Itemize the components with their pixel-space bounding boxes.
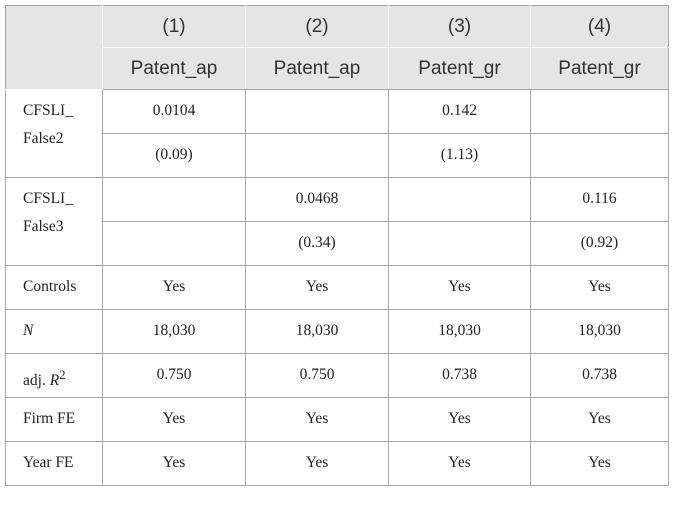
empty-cell <box>388 177 531 222</box>
table-cell: 0.142 <box>388 89 531 134</box>
row-label: CFSLI_ False3 <box>5 177 103 266</box>
regression-table: (1) (2) (3) (4) Patent_ap Patent_ap Patent_gr… <box>5 5 669 486</box>
table-cell: 0.750 <box>245 353 389 398</box>
row-label-text: Year FE <box>23 449 74 477</box>
table-cell: Yes <box>245 265 389 310</box>
table-body: CFSLI_ False2 0.0104 0.142 (0.09) (1.13) CFSL… <box>5 89 669 486</box>
table-row: CFSLI_ False3 0.0468 0.116 <box>5 177 669 266</box>
empty-cell <box>245 89 389 134</box>
table-cell: 0.750 <box>102 353 246 398</box>
column-variable: Patent_gr <box>530 47 669 90</box>
table-row: CFSLI_ False2 0.0104 0.142 <box>5 89 669 178</box>
label-text: Controls <box>23 278 77 295</box>
table-cell: Yes <box>388 441 531 486</box>
column-variable: Patent_gr <box>388 47 531 90</box>
row-label-text: CFSLI_ False3 <box>23 185 85 241</box>
empty-cell <box>388 221 531 266</box>
table-cell: Yes <box>102 441 246 486</box>
row-label-text: adj. R2 <box>23 361 66 395</box>
table-cell: 0.738 <box>530 353 669 398</box>
column-variable: Patent_ap <box>102 47 246 90</box>
table-cell: (1.13) <box>388 133 531 178</box>
table-header: (1) (2) (3) (4) Patent_ap Patent_ap Patent_gr… <box>5 5 669 90</box>
column-number: (1) <box>102 5 246 48</box>
table-row: N 18,030 18,030 18,030 18,030 <box>5 309 669 354</box>
label-text: Year FE <box>23 454 74 471</box>
table-cell: Yes <box>245 397 389 442</box>
column-variable: Patent_ap <box>245 47 389 90</box>
label-superscript: 2 <box>59 367 66 382</box>
table-row: Year FE Yes Yes Yes Yes <box>5 441 669 486</box>
table-cell: 0.0468 <box>245 177 389 222</box>
table-cell: 18,030 <box>102 309 246 354</box>
table-cell: 0.0104 <box>102 89 246 134</box>
row-label: Year FE <box>5 441 103 486</box>
table-cell: (0.92) <box>530 221 669 266</box>
label-text: CFSLI_ False2 <box>23 102 73 147</box>
table-cell: Yes <box>245 441 389 486</box>
table-cell: 18,030 <box>388 309 531 354</box>
table-cell: Yes <box>388 397 531 442</box>
table-cell: Yes <box>530 397 669 442</box>
label-italic: N <box>23 322 34 339</box>
column-number: (4) <box>530 5 669 48</box>
label-text: CFSLI_ False3 <box>23 190 73 235</box>
row-label-text: Firm FE <box>23 405 75 433</box>
table-row: adj. R2 0.750 0.750 0.738 0.738 <box>5 353 669 398</box>
empty-cell <box>530 89 669 134</box>
row-label-text: CFSLI_ False2 <box>23 97 85 153</box>
row-label-text: Controls <box>23 273 76 301</box>
table-cell: 0.738 <box>388 353 531 398</box>
table-row: Firm FE Yes Yes Yes Yes <box>5 397 669 442</box>
row-label: CFSLI_ False2 <box>5 89 103 178</box>
table-cell: (0.34) <box>245 221 389 266</box>
empty-cell <box>102 177 246 222</box>
table-cell: Yes <box>388 265 531 310</box>
table-row: (0.34) (0.92) <box>6 221 669 266</box>
row-label: Firm FE <box>5 397 103 442</box>
corner-cell <box>5 5 103 90</box>
table-cell: 18,030 <box>530 309 669 354</box>
row-label: Controls <box>5 265 103 310</box>
label-italic: R <box>49 372 60 390</box>
table-row: (0.09) (1.13) <box>6 133 669 178</box>
row-label: adj. R2 <box>5 353 103 398</box>
empty-cell <box>245 133 389 178</box>
column-number: (3) <box>388 5 531 48</box>
table-cell: Yes <box>102 397 246 442</box>
table-cell: (0.09) <box>102 133 246 178</box>
table-cell: Yes <box>102 265 246 310</box>
label-text: Firm FE <box>23 410 76 427</box>
table-cell: Yes <box>530 441 669 486</box>
row-label-text: N <box>23 317 33 345</box>
table-cell: 18,030 <box>245 309 389 354</box>
empty-cell <box>102 221 246 266</box>
label-text: adj. <box>23 372 50 390</box>
empty-cell <box>530 133 669 178</box>
column-number: (2) <box>245 5 389 48</box>
table-cell: 0.116 <box>530 177 669 222</box>
table-row: Controls Yes Yes Yes Yes <box>5 265 669 310</box>
table-cell: Yes <box>530 265 669 310</box>
row-label: N <box>5 309 103 354</box>
